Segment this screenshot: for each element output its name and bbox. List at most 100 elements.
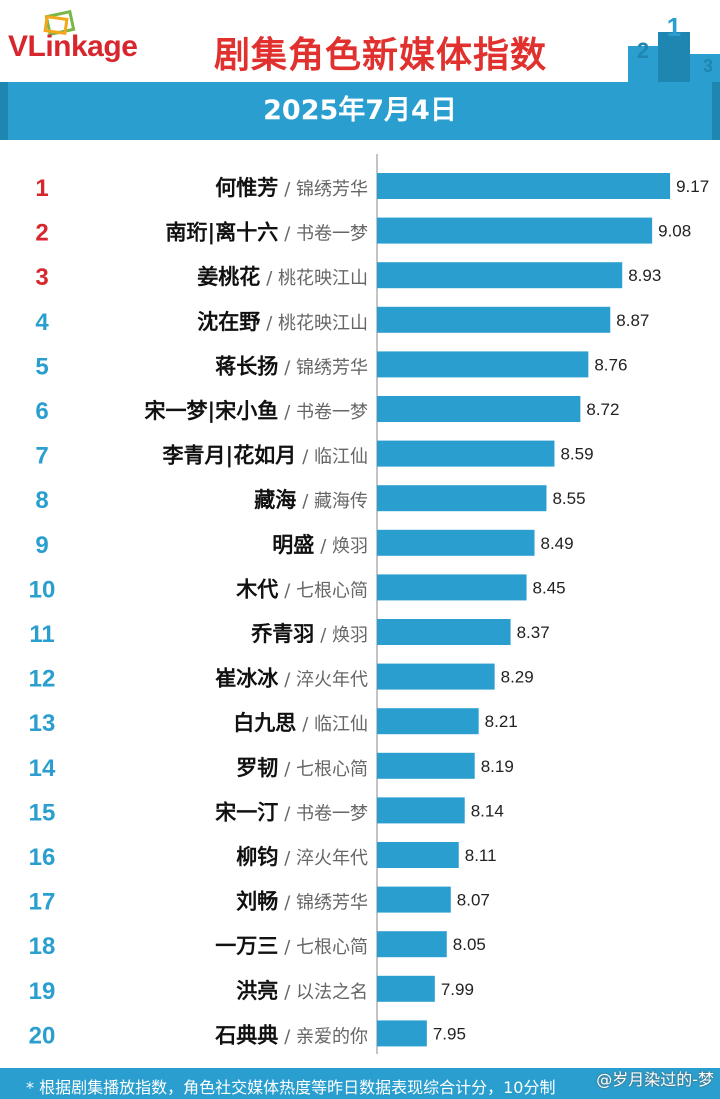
label-separator: / [284,224,296,245]
value-label: 8.45 [533,578,566,597]
label-separator: / [266,313,278,334]
character-name: 刘畅 [236,890,278,914]
character-name: 藏海 [254,488,296,512]
bar [377,217,653,244]
vlinkage-logo: VLinkage [8,30,138,63]
row-label: 宋一梦|宋小鱼 / 书卷一梦 [145,399,368,424]
logo-mark-icon [43,10,76,37]
character-name: 石典典 [214,1023,278,1047]
show-name: 锦绣芳华 [296,893,368,914]
row-label: 南珩|离十六 / 书卷一梦 [166,221,368,246]
value-label: 7.99 [441,980,474,999]
bar [377,842,459,868]
row-label: 罗韧 / 七根心简 [236,756,368,780]
character-name: 木代 [235,577,278,601]
show-name: 藏海传 [314,491,368,512]
character-name: 何惟芳 [215,176,278,200]
show-name: 临江仙 [314,714,368,735]
show-name: 桃花映江山 [278,268,368,289]
row-label: 白九思 / 临江仙 [233,711,368,735]
label-separator: / [284,179,296,200]
show-name: 七根心简 [296,937,368,958]
character-name: 明盛 [272,533,314,557]
label-separator: / [284,803,296,824]
bar [377,975,435,1002]
label-separator: / [320,536,332,557]
row-label: 李青月|花如月 / 临江仙 [162,444,368,469]
rank-number: 6 [35,398,48,425]
row-label: 崔冰冰 / 淬火年代 [215,667,368,691]
rank-number: 20 [29,1022,56,1049]
bar [377,574,527,601]
value-label: 7.95 [433,1024,466,1043]
character-name: 蒋长扬 [215,354,278,378]
podium-3: 3 [703,56,713,76]
show-name: 锦绣芳华 [296,357,368,378]
rank-number: 2 [35,220,48,247]
character-name: 白九思 [233,711,296,735]
row-label: 何惟芳 / 锦绣芳华 [215,176,368,200]
bar [377,351,589,378]
row-label: 明盛 / 焕羽 [272,533,368,557]
show-name: 临江仙 [314,447,368,468]
banner-date: 2025年7月4日 [263,95,457,126]
rank-number: 13 [29,710,56,737]
show-name: 焕羽 [332,625,368,646]
character-name: 一万三 [215,934,278,958]
label-separator: / [266,268,278,289]
value-label: 8.55 [552,489,585,508]
label-separator: / [284,759,296,780]
bar [377,1020,427,1047]
show-name: 淬火年代 [296,670,368,691]
row-label: 姜桃花 / 桃花映江山 [197,265,368,289]
character-name: 柳钧 [236,845,278,869]
bar [377,931,447,958]
character-name: 崔冰冰 [215,667,279,691]
rank-number: 12 [29,666,56,693]
value-label: 8.87 [616,311,649,330]
value-label: 8.59 [560,445,593,464]
show-name: 书卷一梦 [296,803,368,824]
bar [377,797,465,824]
value-label: 8.76 [594,355,627,374]
bar [377,663,495,690]
value-label: 8.19 [481,757,514,776]
character-name: 沈在野 [197,310,260,334]
row-label: 石典典 / 亲爱的你 [214,1023,368,1047]
label-separator: / [302,714,314,735]
rank-number: 14 [29,755,56,782]
rank-number: 7 [35,443,48,470]
rank-number: 9 [35,532,48,559]
show-name: 锦绣芳华 [296,179,368,200]
rank-number: 1 [35,175,48,202]
value-label: 8.49 [541,534,574,553]
show-name: 以法之名 [296,982,368,1003]
row-label: 宋一汀 / 书卷一梦 [215,800,368,824]
value-label: 8.72 [586,400,619,419]
rank-number: 5 [35,353,48,380]
watermark: @岁月染过的-梦 [596,1070,714,1089]
show-name: 七根心简 [296,580,368,601]
value-label: 8.21 [485,712,518,731]
label-separator: / [284,402,296,423]
bar [377,886,451,913]
character-name: 宋一汀 [215,800,278,824]
rank-number: 3 [35,264,48,291]
rank-number: 15 [29,799,56,826]
rank-number: 11 [29,621,54,648]
bar [377,396,581,422]
row-label: 刘畅 / 锦绣芳华 [236,890,368,914]
bar [377,529,535,556]
banner-left-edge [0,82,8,140]
bar [377,619,511,645]
character-name: 姜桃花 [197,265,260,289]
value-label: 8.05 [453,935,486,954]
label-separator: / [284,982,296,1003]
label-separator: / [302,491,314,512]
row-label: 洪亮 / 以法之名 [236,979,368,1003]
podium-1: 1 [667,12,681,42]
character-name: 李青月|花如月 [162,444,297,469]
row-label: 柳钧 / 淬火年代 [236,845,368,869]
row-label: 木代 / 七根心简 [235,577,368,601]
value-label: 8.29 [501,668,534,687]
